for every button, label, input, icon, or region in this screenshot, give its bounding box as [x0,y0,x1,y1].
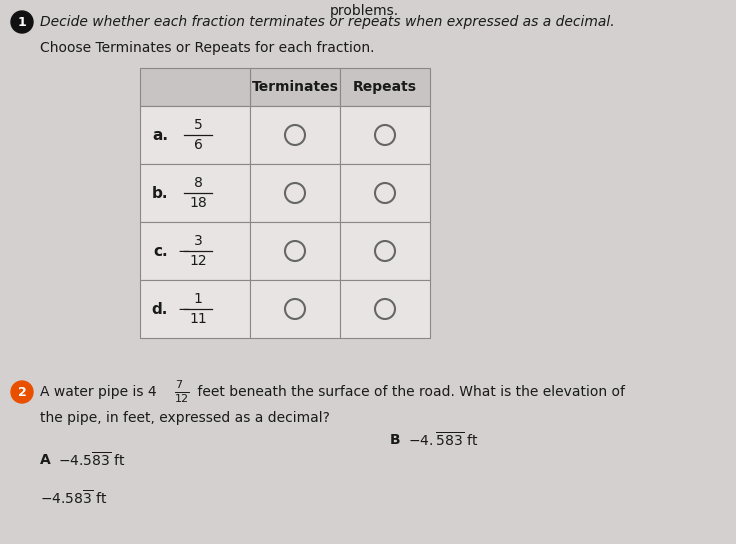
Bar [250,280,340,338]
Bar [250,222,340,280]
Text: 18: 18 [189,196,207,210]
Text: problems.: problems. [330,4,399,18]
Bar [140,68,250,106]
Text: Choose Terminates or Repeats for each fraction.: Choose Terminates or Repeats for each fr… [40,41,375,55]
Text: B: B [390,433,400,447]
Text: $-4.58\overline{3}$ ft: $-4.58\overline{3}$ ft [40,489,107,507]
Bar [340,68,430,106]
Circle shape [11,11,33,33]
Text: feet beneath the surface of the road. What is the elevation of: feet beneath the surface of the road. Wh… [193,385,625,399]
Text: c.: c. [153,244,168,258]
Bar [340,280,430,338]
Text: b.: b. [152,186,168,201]
Bar [250,164,340,222]
Bar [250,68,340,106]
Text: Decide whether each fraction terminates or repeats when expressed as a decimal.: Decide whether each fraction terminates … [40,15,615,29]
Bar [250,106,340,164]
Bar [140,222,250,280]
Text: A water pipe is 4: A water pipe is 4 [40,385,157,399]
Bar [340,164,430,222]
Text: 3: 3 [194,234,202,248]
Text: 11: 11 [189,312,207,326]
Text: A: A [40,453,51,467]
Bar [140,280,250,338]
Text: 12: 12 [175,394,189,404]
Text: Terminates: Terminates [252,80,339,94]
Text: 8: 8 [194,176,202,190]
Text: Repeats: Repeats [353,80,417,94]
Text: 6: 6 [194,138,202,152]
Text: 2: 2 [18,386,26,399]
Text: −: − [177,301,191,317]
Bar [140,164,250,222]
Text: 5: 5 [194,118,202,132]
Text: 1: 1 [194,292,202,306]
Text: $-4.\overline{583}$ ft: $-4.\overline{583}$ ft [408,431,478,449]
Text: d.: d. [152,301,168,317]
Text: a.: a. [152,127,168,143]
Bar [340,106,430,164]
Bar [340,222,430,280]
Bar [140,106,250,164]
Text: $-4.5\overline{83}$ ft: $-4.5\overline{83}$ ft [58,451,126,469]
Text: the pipe, in feet, expressed as a decimal?: the pipe, in feet, expressed as a decima… [40,411,330,425]
Circle shape [11,381,33,403]
Text: −: − [177,244,191,258]
Text: 1: 1 [18,15,26,28]
Text: 12: 12 [189,254,207,268]
Text: 7: 7 [175,380,182,390]
